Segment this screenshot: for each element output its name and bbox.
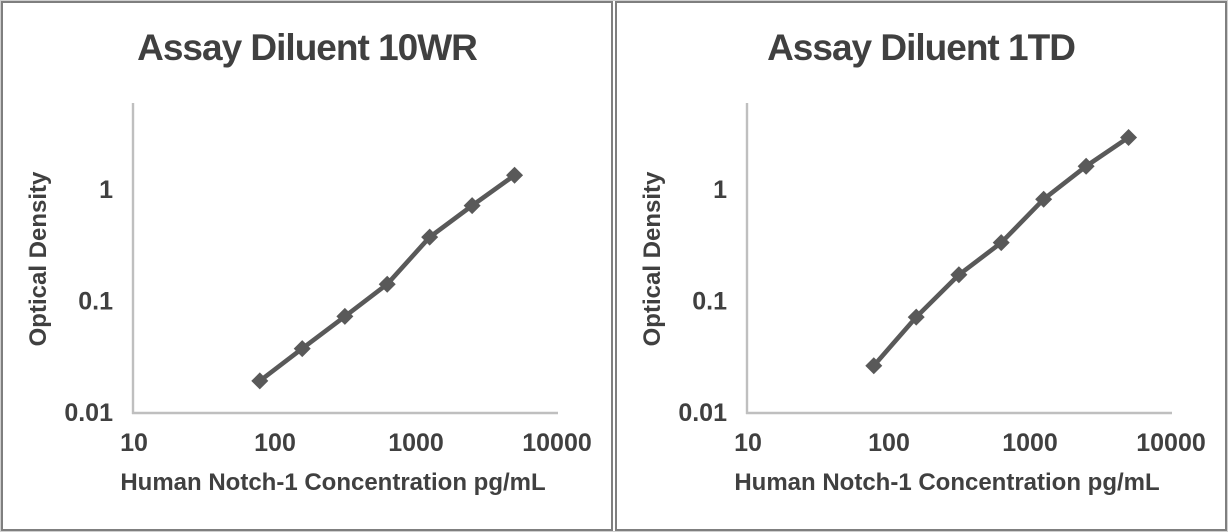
- data-point-marker: [992, 234, 1010, 252]
- x-tick-label: 100: [254, 429, 296, 457]
- data-point-marker: [378, 275, 396, 293]
- chart-panel-assay-diluent-10wr: 10 100 1000 10000 0.01 0.1 1 Assay Diluent 10W…: [1, 1, 614, 531]
- x-tick-label: 100: [868, 429, 910, 457]
- chart-panel-assay-diluent-1td: 10 100 1000 10000 0.01 0.1 1 Assay Diluent 1TD…: [614, 1, 1227, 531]
- x-tick-label: 10000: [1136, 429, 1206, 457]
- y-axis-title: Optical Density: [639, 171, 666, 347]
- data-point-marker: [506, 166, 524, 184]
- data-point-marker: [293, 340, 311, 358]
- y-tick-label: 0.01: [678, 399, 727, 427]
- y-axis-title: Optical Density: [25, 171, 52, 347]
- y-tick-label: 1: [99, 176, 113, 204]
- data-point-marker: [463, 197, 481, 215]
- x-tick-label: 10: [734, 429, 762, 457]
- data-point-marker: [336, 307, 354, 325]
- series-line: [871, 135, 1131, 369]
- x-tick-label: 10: [120, 429, 148, 457]
- y-tick-label: 0.1: [692, 288, 727, 316]
- data-point-marker: [907, 308, 925, 326]
- x-tick-label: 1000: [1002, 429, 1058, 457]
- data-point-marker: [421, 228, 439, 246]
- x-axis-title: Human Notch-1 Concentration pg/mL: [120, 469, 546, 496]
- data-point-marker: [1120, 128, 1138, 146]
- y-tick-label: 0.1: [78, 288, 113, 316]
- data-point-marker: [865, 357, 883, 375]
- x-tick-label: 1000: [388, 429, 444, 457]
- data-point-marker: [251, 372, 269, 390]
- chart-title-1td: Assay Diluent 1TD: [767, 27, 1076, 68]
- x-tick-label: 10000: [522, 429, 592, 457]
- data-point-marker: [1077, 157, 1095, 175]
- data-point-marker: [1035, 190, 1053, 208]
- plot-area-10wr: 10 100 1000 10000 0.01 0.1 1: [64, 103, 592, 457]
- x-axis-title: Human Notch-1 Concentration pg/mL: [734, 469, 1160, 496]
- chart-title-10wr: Assay Diluent 10WR: [137, 27, 478, 68]
- y-tick-label: 0.01: [64, 399, 113, 427]
- plot-area-1td: 10 100 1000 10000 0.01 0.1 1: [678, 103, 1206, 457]
- data-point-marker: [950, 266, 968, 284]
- y-tick-label: 1: [713, 176, 727, 204]
